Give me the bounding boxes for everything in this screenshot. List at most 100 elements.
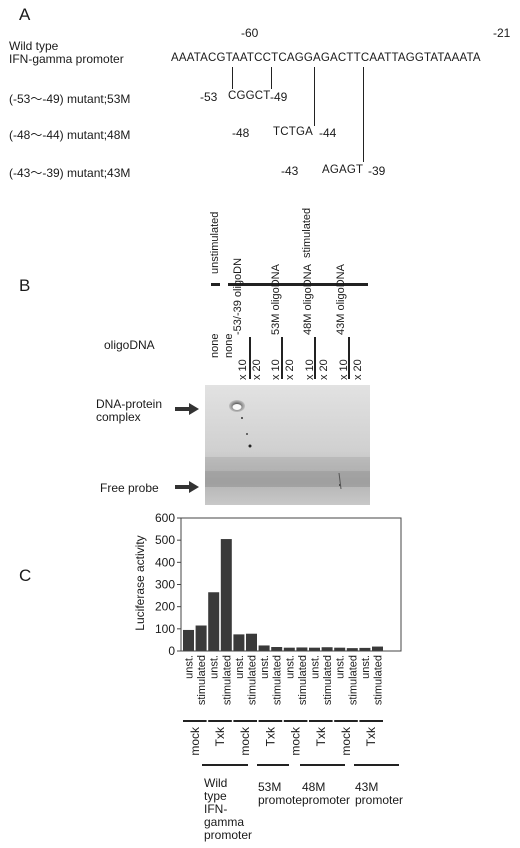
- mutant-48-connector: [314, 67, 315, 126]
- bar-condition-label: stimulated: [347, 655, 359, 705]
- wt-sequence: AAATACGTAATCCTCAGGAGACTTCAATTAGGTATAAATA: [171, 52, 481, 64]
- luciferase-chart: Luciferase activity 0100200300400500600 …: [133, 511, 402, 756]
- bar-condition-label: unst.: [259, 655, 271, 679]
- mutant-48-start: -48: [232, 126, 250, 140]
- mutant-48-end: -44: [319, 126, 337, 140]
- bar-condition-label: unst.: [184, 655, 196, 679]
- promoter-48m-bar: [300, 764, 345, 766]
- promoter-43m-bar: [354, 764, 399, 766]
- promoter-wt-line2: type: [204, 789, 227, 803]
- cell-type-label: Txk: [364, 726, 378, 746]
- group-48m-x20: x 20: [318, 359, 330, 380]
- group-53m-bar: [281, 337, 283, 379]
- mutant-43-seq: AGAGT: [322, 164, 364, 176]
- luciferase-bar: [309, 647, 320, 651]
- luciferase-bar: [195, 625, 207, 651]
- complex-label-line2: complex: [96, 410, 141, 424]
- cell-type-label: mock: [238, 726, 252, 756]
- group-48m-bar: [314, 337, 316, 379]
- cell-type-label: mock: [339, 726, 353, 756]
- mutant-43-connector: [363, 67, 364, 162]
- mutant-53-end: -49: [270, 90, 288, 104]
- mutant-48-label: (-48～-44) mutant;48M: [9, 128, 131, 142]
- stimulated-bar: [228, 283, 368, 286]
- bar-condition-label: unst.: [335, 655, 347, 679]
- promoter-53m-line1: 53M: [258, 780, 282, 794]
- position-minus21: -21: [493, 26, 511, 40]
- promoter-48m-line2: promoter: [302, 793, 351, 807]
- luciferase-bar: [359, 647, 371, 651]
- group-43m-name: 43M oligoDNA: [335, 264, 347, 335]
- cell-type-label: Txk: [314, 726, 328, 746]
- promoter-wt-line1: Wild: [204, 776, 228, 790]
- group-53m-x20: x 20: [284, 359, 296, 380]
- emsa-gel-image: [205, 385, 370, 505]
- promoter-wt-line4: gamma: [204, 815, 245, 829]
- y-tick-label: 600: [155, 511, 175, 525]
- mutant-53-seq: CGGCT: [228, 90, 271, 102]
- mutant-53-connector-right: [271, 67, 272, 89]
- group-53-39-x10: x 10: [237, 359, 249, 380]
- cell-type-label: mock: [289, 726, 303, 756]
- unstimulated-label: unstimulated: [209, 211, 221, 274]
- y-tick-label: 0: [168, 644, 175, 658]
- promoter-43m-line2: promoter: [355, 793, 404, 807]
- bar-condition-label: stimulated: [247, 655, 259, 705]
- y-tick-label: 500: [155, 533, 175, 547]
- position-minus60: -60: [241, 26, 259, 40]
- mutant-43-label: (-43～-39) mutant;43M: [9, 166, 131, 180]
- bar-condition-label: unst.: [284, 655, 296, 679]
- promoter-53m-bar: [257, 764, 289, 766]
- luciferase-bar: [283, 647, 295, 651]
- free-probe-label: Free probe: [100, 481, 159, 495]
- bar-condition-label: unst.: [360, 655, 372, 679]
- y-tick-label: 300: [155, 578, 175, 592]
- bar-condition-label: unst.: [234, 655, 246, 679]
- bar-condition-label: stimulated: [221, 655, 233, 705]
- panel-b-letter: B: [19, 276, 31, 295]
- y-axis-label: Luciferase activity: [133, 535, 147, 630]
- promoter-43m-line1: 43M: [355, 780, 379, 794]
- complex-arrow-icon: [175, 403, 199, 415]
- luciferase-bar: [334, 647, 346, 651]
- luciferase-bar: [233, 634, 245, 651]
- mutant-53-label: (-53～-49) mutant;53M: [9, 92, 131, 106]
- luciferase-bar: [372, 646, 383, 651]
- y-tick-label: 200: [155, 600, 175, 614]
- free-probe-arrow-icon: [175, 481, 199, 493]
- bar-condition-label: unst.: [209, 655, 221, 679]
- group-53-39-name: -53/-39 oligoDN: [232, 257, 244, 335]
- stimulated-label: stimulated: [301, 207, 313, 258]
- luciferase-bar: [271, 647, 283, 651]
- luciferase-bar: [246, 633, 257, 651]
- oligo-header: oligoDNA: [104, 338, 155, 352]
- mutant-43-end: -39: [368, 164, 386, 178]
- mutant-53-connector-left: [232, 67, 233, 89]
- cell-type-label: Txk: [213, 726, 227, 746]
- group-48m-name: 48M oligoDNA: [302, 264, 314, 335]
- promoter-wt-line5: promoter: [204, 828, 253, 842]
- mutant-43-start: -43: [281, 164, 299, 178]
- promoter-48m-line1: 48M: [302, 780, 326, 794]
- complex-label-line1: DNA-protein: [96, 397, 163, 411]
- bar-condition-label: stimulated: [196, 655, 208, 705]
- wt-label-line2: IFN-gamma promoter: [9, 52, 124, 66]
- panel-c-letter: C: [19, 566, 32, 585]
- wt-label-line1: Wild type: [9, 39, 59, 53]
- group-53m-name: 53M oligoDNA: [270, 264, 282, 335]
- promoter-wt-line3: IFN-: [204, 802, 228, 816]
- bar-condition-label: stimulated: [322, 655, 334, 705]
- bar-condition-label: stimulated: [297, 655, 309, 705]
- luciferase-bar: [183, 629, 194, 651]
- group-43m-bar: [348, 337, 350, 379]
- unstimulated-bar: [211, 283, 220, 286]
- lane-none-stim: none: [223, 333, 235, 358]
- group-53-39-bar: [249, 337, 251, 379]
- group-43m-x20: x 20: [352, 359, 364, 380]
- plot-frame: [180, 517, 402, 652]
- luciferase-bar: [220, 539, 232, 651]
- mutant-48-seq: TCTGA: [273, 126, 313, 138]
- bar-condition-label: unst.: [310, 655, 322, 679]
- lane-none-unstim: none: [209, 333, 221, 358]
- bar-condition-label: stimulated: [272, 655, 284, 705]
